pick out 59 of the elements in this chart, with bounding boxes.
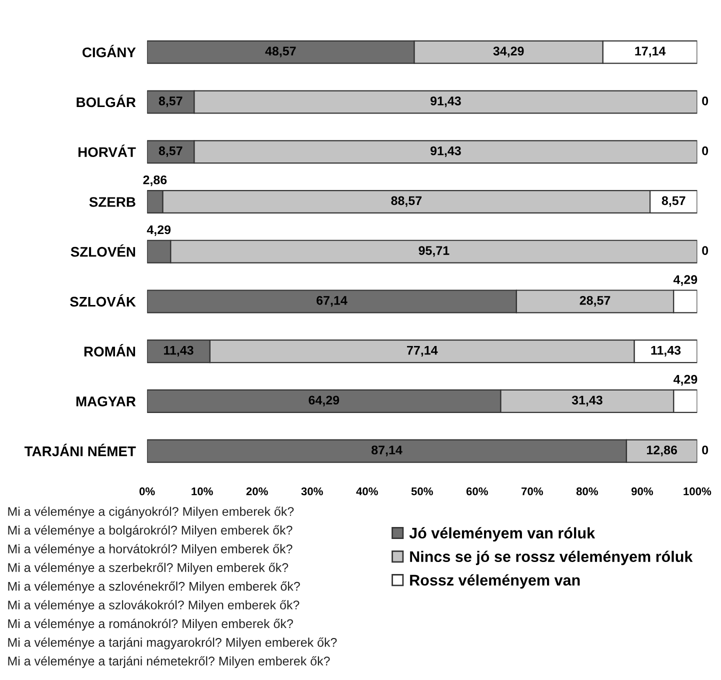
x-tick-label: 40% (356, 487, 378, 496)
data-label: 0 (702, 96, 708, 106)
data-label: 31,43 (572, 396, 602, 406)
x-tick-label: 90% (631, 487, 654, 496)
legend-label: Nincs se jó se rossz véleményem róluk (410, 550, 693, 566)
data-label: 0 (702, 446, 708, 454)
data-label: 67,14 (316, 296, 348, 307)
x-tick-label: 100% (684, 487, 712, 496)
x-tick-label: 70% (522, 487, 543, 496)
y-tick-label: ROMÁN (84, 344, 136, 357)
data-label: 91,43 (430, 96, 461, 108)
x-tick-label: 80% (576, 487, 598, 496)
y-tick-label: SZLOVÁK (70, 294, 136, 307)
text: Mi a véleménye a románokról? Milyen emberek ők? (8, 618, 293, 631)
data-label: 11,43 (164, 346, 194, 356)
data-label: 91,43 (430, 146, 461, 158)
legend-label: Rossz véleményem van (410, 574, 580, 589)
y-tick-label: HORVÁT (78, 144, 136, 158)
text: Mi a véleménye a tarjáni magyarokról? Milyen emberek ők? (8, 638, 337, 650)
data-label: 17,14 (635, 46, 666, 58)
text: Mi a véleménye a cigányokról? Milyen emberek ők? (8, 506, 294, 518)
text: Mi a véleménye a tarjáni németekről? Milyen emberek ők? (8, 656, 330, 668)
data-label: 88,57 (391, 196, 422, 207)
y-tick-label: CIGÁNY (82, 44, 136, 58)
data-label: 8,57 (662, 196, 686, 207)
text: Mi a véleménye a bolgárokról? Milyen emberek ők? (8, 525, 292, 538)
data-label: 34,29 (493, 46, 524, 58)
x-tick-label: 50% (411, 487, 433, 496)
data-label: 64,29 (308, 396, 340, 406)
data-label: 48,57 (265, 46, 296, 58)
data-label: 0 (702, 246, 708, 255)
data-label: 95,71 (418, 246, 450, 257)
data-label: 11,43 (651, 346, 681, 356)
y-tick-label: TARJÁNI NÉMET (24, 444, 136, 456)
text: Mi a véleménye a szerbekről? Milyen emberek ők? (8, 562, 288, 574)
x-tick-label: 20% (246, 487, 268, 496)
y-tick-label: BOLGÁR (76, 94, 136, 108)
data-label: 28,57 (580, 296, 610, 307)
data-label: 0 (702, 146, 708, 156)
text: Mi a véleménye a szlovénekről? Milyen emberek ők? (8, 581, 300, 594)
text: Mi a véleménye a horvátokról? Milyen emberek ők? (8, 544, 292, 556)
data-label: 2,86 (143, 175, 167, 186)
x-tick-label: 30% (301, 487, 323, 496)
legend-label: Jó véleményem van róluk (409, 527, 596, 542)
x-tick-label: 0% (139, 487, 155, 496)
data-label: 8,57 (158, 146, 182, 158)
data-label: 12,86 (646, 446, 678, 456)
data-label: 4,29 (673, 275, 698, 286)
data-label: 4,29 (673, 374, 698, 386)
text: Mi a véleménye a szlovákokról? Milyen emberek ők? (8, 600, 300, 612)
data-label: 87,14 (372, 446, 402, 456)
data-label: 8,57 (158, 96, 182, 108)
x-tick-label: 60% (466, 487, 488, 496)
data-label: 4,29 (146, 225, 171, 236)
x-tick-label: 10% (192, 487, 213, 496)
y-tick-label: SZERB (89, 197, 136, 207)
data-label: 77,14 (407, 346, 438, 356)
y-tick-label: MAGYAR (76, 396, 136, 406)
y-tick-label: SZLOVÉN (70, 244, 136, 257)
